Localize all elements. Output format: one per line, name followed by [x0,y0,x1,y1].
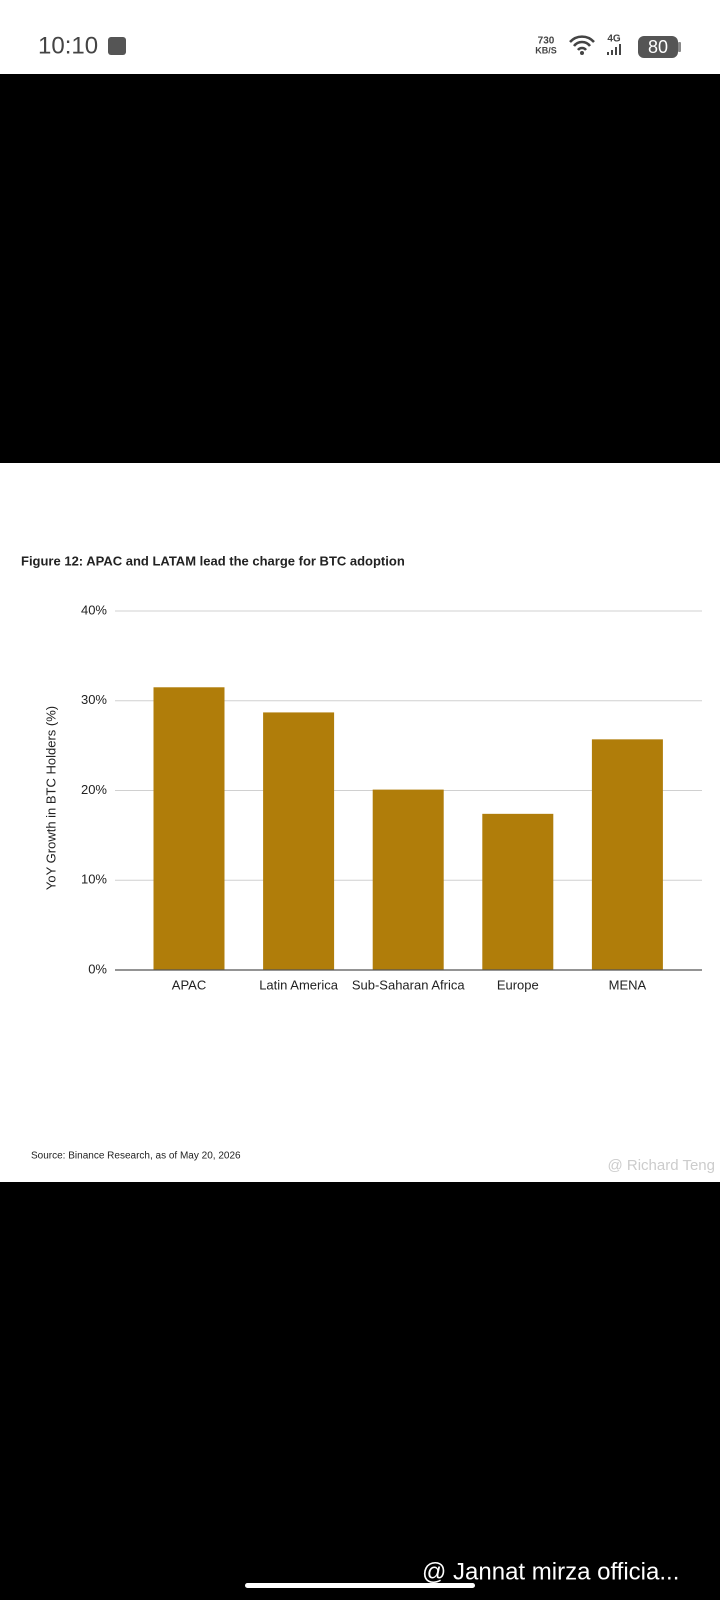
image-watermark: @ Richard Teng [607,1157,715,1174]
x-tick-label: APAC [172,977,206,992]
signal-icon [607,44,621,55]
bar [153,687,225,970]
clock: 10:10 [38,32,98,59]
bar [591,739,663,970]
home-indicator[interactable] [245,1583,475,1588]
y-tick-label: 0% [88,961,107,976]
battery-icon [638,36,678,58]
chart-title: Figure 12: APAC and LATAM lead the charg… [21,553,405,568]
plot: 0% 10% 20% 30% 40% APAC Latin America Sub-Sahar… [81,602,702,992]
y-tick-label: 20% [81,782,107,797]
battery-level: 80 [648,37,668,57]
app-icon [108,37,126,55]
x-tick-label: Europe [497,977,539,992]
x-tick-label: Latin America [259,977,339,992]
x-tick-label: Sub-Saharan Africa [352,977,466,992]
net-unit: KB/S [535,45,557,55]
wifi-dot [580,51,584,55]
y-tick-label: 10% [81,872,107,887]
y-tick-label: 40% [81,602,107,617]
x-tick-label: MENA [609,977,647,992]
bar [263,712,335,970]
chart-source: Source: Binance Research, as of May 20, … [31,1151,241,1162]
y-axis-label: YoY Growth in BTC Holders (%) [43,706,58,890]
battery-tip [678,42,681,52]
y-tick-label: 30% [81,692,107,707]
footer-watermark: @ Jannat mirza officia... [422,1558,679,1585]
net-speed: 730 [538,36,555,47]
bar [372,789,444,970]
bar [482,813,554,970]
network-type: 4G [607,34,621,45]
wifi-icon [569,35,595,51]
